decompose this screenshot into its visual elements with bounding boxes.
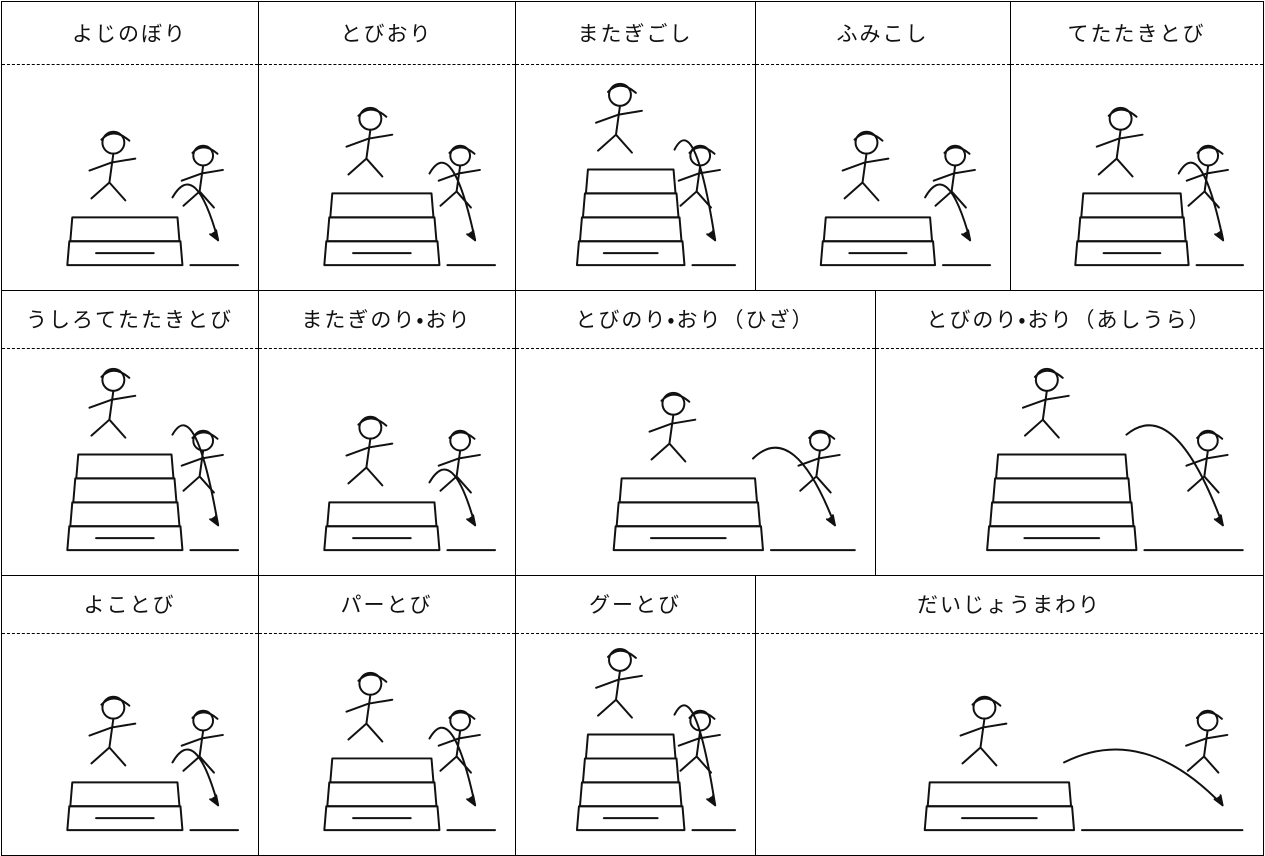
drawing xyxy=(322,415,496,551)
illustration xyxy=(259,350,515,575)
exercise-label: よことび xyxy=(1,576,258,634)
drawing xyxy=(923,695,1243,831)
table-cell: パーとび xyxy=(257,574,516,856)
exercise-label: よじのぼり xyxy=(1,2,258,65)
illustration xyxy=(876,350,1263,575)
illustration xyxy=(516,635,755,855)
drawing xyxy=(1073,106,1244,266)
drawing xyxy=(819,130,991,266)
exercise-label: てたたきとび xyxy=(1010,2,1263,65)
exercise-label: うしろてたたきとび xyxy=(1,291,258,349)
table-cell: とびのり・おり（あしうら） xyxy=(874,289,1264,576)
illustration xyxy=(2,350,258,575)
table-cell: グーとび xyxy=(514,574,756,856)
illustration xyxy=(1011,66,1263,290)
table-cell: よことび xyxy=(0,574,259,856)
exercise-label: ふみこし xyxy=(755,2,1010,65)
illustration xyxy=(259,66,515,290)
table-cell: てたたきとび xyxy=(1009,0,1264,291)
drawing xyxy=(985,367,1244,551)
illustration xyxy=(259,635,515,855)
drawing xyxy=(575,82,736,266)
table-cell: とびおり xyxy=(257,0,516,291)
exercise-label: またぎのり・おり xyxy=(258,291,515,349)
table-cell: うしろてたたきとび xyxy=(0,289,259,576)
table-cell: またぎのり・おり xyxy=(257,289,516,576)
exercise-label: グーとび xyxy=(515,576,755,634)
illustration xyxy=(516,66,755,290)
table-cell: またぎごし xyxy=(514,0,756,291)
exercise-label: またぎごし xyxy=(515,2,755,65)
illustration xyxy=(2,66,258,290)
exercise-label: とびのり・おり（ひざ） xyxy=(515,291,875,349)
exercise-label: とびおり xyxy=(258,2,515,65)
exercise-label: とびのり・おり（あしうら） xyxy=(875,291,1263,349)
table-cell: よじのぼり xyxy=(0,0,259,291)
drawing xyxy=(322,106,496,266)
illustration xyxy=(516,350,875,575)
exercise-label: パーとび xyxy=(258,576,515,634)
exercise-label: だいじょうまわり xyxy=(755,576,1263,634)
table-cell: ふみこし xyxy=(754,0,1011,291)
drawing xyxy=(65,130,239,266)
drawing xyxy=(322,671,496,831)
table-cell: とびのり・おり（ひざ） xyxy=(514,289,876,576)
drawing xyxy=(575,647,736,831)
drawing xyxy=(65,367,239,551)
table-cell: だいじょうまわり xyxy=(754,574,1264,856)
drawing xyxy=(65,695,239,831)
illustration xyxy=(756,66,1010,290)
drawing xyxy=(612,391,856,551)
illustration xyxy=(756,635,1263,855)
illustration xyxy=(2,635,258,855)
